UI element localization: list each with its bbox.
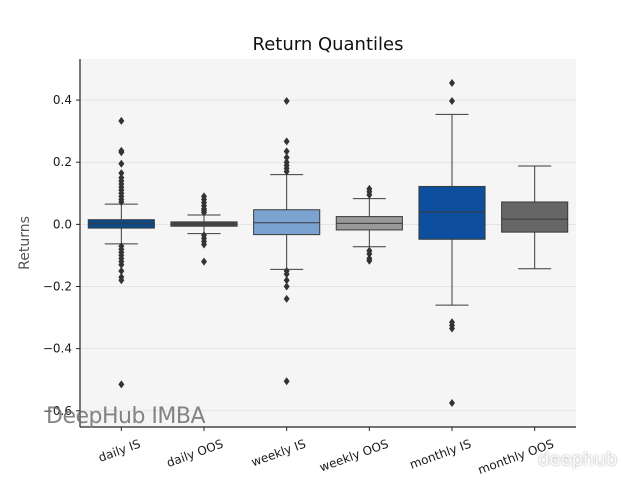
outlier-point: [366, 249, 373, 258]
outlier-point: [118, 169, 125, 178]
outlier-point: [283, 97, 290, 106]
outlier-point: [283, 294, 290, 303]
boxes: [87, 78, 569, 408]
iqr-box: [418, 185, 486, 240]
outlier-point: [449, 97, 455, 106]
outlier-point: [201, 208, 207, 217]
outlier-point: [118, 266, 125, 275]
outlier-point: [366, 256, 373, 265]
outlier-point: [283, 377, 290, 386]
y-tick-label: −0.4: [43, 342, 72, 356]
outlier-point: [283, 167, 290, 176]
box-daily-is: [87, 116, 155, 389]
box-weekly-oos: [335, 184, 403, 265]
grid-lines: [80, 99, 576, 412]
outlier-point: [118, 276, 125, 285]
outlier-point: [118, 148, 125, 157]
outlier-point: [283, 147, 290, 156]
y-tick-label: −0.6: [43, 404, 72, 418]
outlier-point: [201, 240, 207, 249]
outlier-point: [118, 197, 125, 206]
outlier-point: [118, 380, 125, 389]
y-tick-label: 0.2: [53, 155, 72, 169]
y-tick-label: −0.2: [43, 280, 72, 294]
outlier-point: [201, 257, 207, 266]
y-tick-label: 0.0: [53, 217, 72, 231]
outlier-point: [449, 399, 455, 408]
outlier-point: [118, 116, 125, 125]
iqr-box: [501, 201, 569, 233]
x-tick-label: monthly OOS: [476, 437, 556, 477]
outlier-point: [283, 137, 290, 146]
outlier-point: [283, 282, 290, 291]
chart-title: Return Quantiles: [253, 34, 404, 55]
x-tick-label: daily IS: [96, 437, 142, 465]
outlier-point: [366, 190, 373, 199]
iqr-box: [253, 209, 321, 236]
outlier-point: [118, 159, 125, 168]
outlier-point: [283, 270, 290, 279]
x-tick-label: weekly IS: [249, 437, 307, 470]
box-monthly-is: [418, 78, 486, 408]
x-tick-label: daily OOS: [165, 437, 225, 470]
box-weekly-is: [253, 97, 321, 386]
x-tick-label: weekly OOS: [318, 437, 391, 475]
outlier-point: [449, 324, 455, 333]
box-daily-oos: [170, 192, 238, 266]
outlier-point: [283, 276, 290, 285]
plot-background: [80, 59, 576, 427]
outlier-point: [449, 78, 455, 87]
outlier-point: [118, 260, 125, 269]
box-monthly-oos: [501, 165, 569, 270]
y-axis-title: Returns: [17, 216, 33, 270]
x-tick-label: monthly IS: [408, 437, 473, 472]
y-tick-label: 0.4: [53, 93, 72, 107]
outlier-point: [283, 153, 290, 162]
